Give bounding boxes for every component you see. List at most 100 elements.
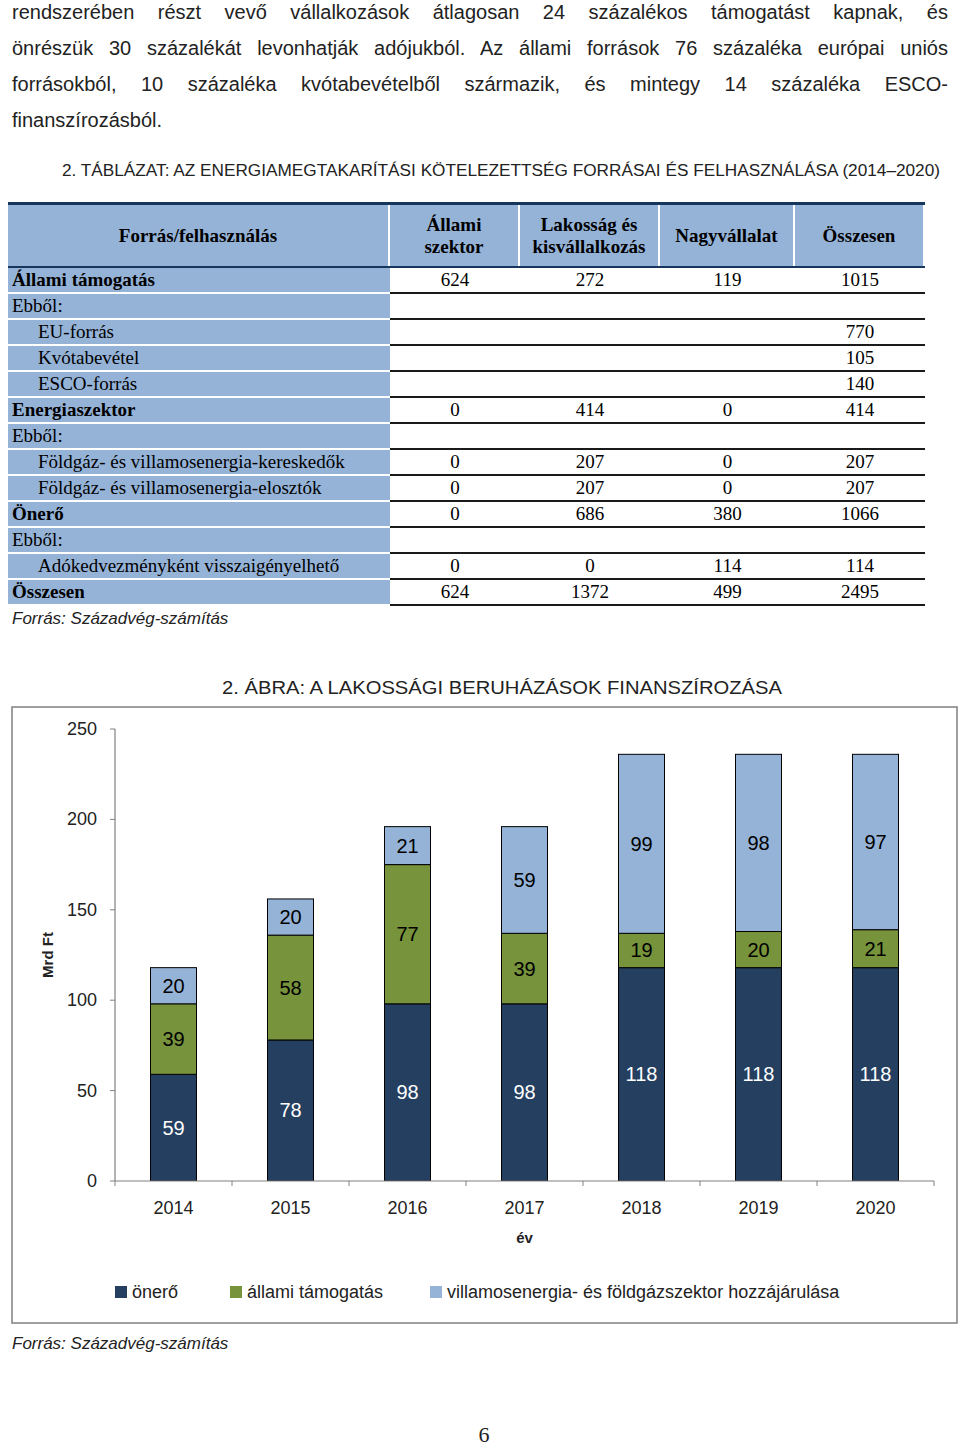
- y-tick-label: 50: [77, 1081, 97, 1101]
- x-tick: [232, 1181, 233, 1186]
- data-label: 39: [162, 1028, 184, 1050]
- table-cell: [390, 424, 520, 450]
- table-cell: 414: [520, 398, 660, 424]
- table-cell: [390, 294, 520, 320]
- x-tick: [349, 1181, 350, 1186]
- table-header-cell: Állami szektor: [390, 205, 520, 267]
- table-cell: [390, 528, 520, 554]
- paragraph-line: finanszírozásból.: [12, 102, 948, 138]
- x-tick-label: 2016: [387, 1198, 427, 1218]
- y-tick: [110, 1000, 115, 1001]
- table-row-label: Ebből:: [8, 424, 390, 450]
- bar-segment: [853, 968, 899, 1181]
- page-body: 2. TÁBLÁZAT: AZ ENERGIAMEGTAKARÍTÁSI KÖT…: [0, 0, 960, 1447]
- legend-swatch: [230, 1286, 242, 1298]
- data-label: 20: [747, 939, 769, 961]
- x-tick: [817, 1181, 818, 1186]
- data-label: 20: [162, 975, 184, 997]
- table-header-cell: Összesen: [795, 205, 925, 267]
- data-label: 58: [279, 977, 301, 999]
- y-tick: [110, 1181, 115, 1182]
- x-tick-label: 2015: [270, 1198, 310, 1218]
- x-axis-title: év: [516, 1229, 533, 1246]
- x-tick: [466, 1181, 467, 1186]
- x-tick-label: 2014: [153, 1198, 193, 1218]
- table-cell: [390, 346, 520, 372]
- bar-segment: [853, 754, 899, 929]
- table-cell: 114: [795, 554, 925, 580]
- bar-segment: [736, 931, 782, 967]
- x-tick-label: 2018: [621, 1198, 661, 1218]
- table-cell: 2495: [795, 580, 925, 606]
- data-label: 118: [860, 1063, 892, 1085]
- table-cell: 207: [520, 450, 660, 476]
- table-header-cell: Nagyvállalat: [660, 205, 795, 267]
- table-cell: 1066: [795, 502, 925, 528]
- bar-segment: [151, 1004, 197, 1075]
- table-cell: 0: [660, 450, 795, 476]
- legend-swatch: [430, 1286, 442, 1298]
- table-cell: 624: [390, 268, 520, 294]
- y-tick-label: 250: [67, 719, 97, 739]
- table-row-label: ESCO-forrás: [8, 372, 390, 398]
- bar-segment: [385, 1004, 431, 1181]
- y-tick: [110, 1090, 115, 1091]
- bar-segment: [502, 827, 548, 934]
- table-cell: 0: [390, 450, 520, 476]
- table-row-label: Földgáz- és villamosenergia-elosztók: [8, 476, 390, 502]
- table-header-text: Állami szektor: [409, 214, 499, 258]
- x-tick: [115, 1181, 116, 1186]
- table-cell: 0: [390, 502, 520, 528]
- data-label: 99: [630, 833, 652, 855]
- data-label: 20: [279, 906, 301, 928]
- page: 2. TÁBLÁZAT: AZ ENERGIAMEGTAKARÍTÁSI KÖT…: [0, 0, 960, 1447]
- data-label: 77: [396, 923, 418, 945]
- table-cell: 207: [795, 450, 925, 476]
- table-cell: [520, 372, 660, 398]
- table-cell: [660, 294, 795, 320]
- y-tick-label: 100: [67, 990, 97, 1010]
- x-tick-label: 2019: [738, 1198, 778, 1218]
- table-row-label: Földgáz- és villamosenergia-kereskedők: [8, 450, 390, 476]
- table-cell: 624: [390, 580, 520, 606]
- y-tick-label: 150: [67, 900, 97, 920]
- table-cell: 380: [660, 502, 795, 528]
- data-labels: 5978989811811811839587739192021202021599…: [162, 831, 891, 1139]
- data-label: 21: [864, 938, 886, 960]
- y-tick-label: 0: [87, 1171, 97, 1191]
- table-cell: [520, 294, 660, 320]
- bars: [151, 754, 899, 1181]
- chart-title: 2. ÁBRA: A LAKOSSÁGI BERUHÁZÁSOK FINANSZ…: [222, 678, 782, 698]
- y-tick: [110, 909, 115, 910]
- table-header-cell: Forrás/felhasználás: [8, 205, 390, 267]
- y-axis-title: Mrd Ft: [39, 932, 56, 978]
- page-number: 6: [460, 1422, 508, 1447]
- table-cell: [795, 424, 925, 450]
- data-label: 39: [513, 958, 535, 980]
- bar-segment: [385, 865, 431, 1004]
- legend-swatch: [115, 1286, 127, 1298]
- bar-segment: [385, 827, 431, 865]
- table-cell: 140: [795, 372, 925, 398]
- y-axis: [114, 729, 115, 1181]
- paragraph-line: rendszerében részt vevő vállalkozások át…: [12, 0, 948, 30]
- data-label: 98: [513, 1081, 535, 1103]
- x-tick-label: 2017: [504, 1198, 544, 1218]
- data-label: 118: [626, 1063, 658, 1085]
- table-cell: 114: [660, 554, 795, 580]
- chart-frame: [12, 707, 957, 1323]
- legend-label: állami támogatás: [247, 1282, 383, 1302]
- table-row-label: Állami támogatás: [8, 268, 390, 294]
- data-label: 98: [747, 832, 769, 854]
- table-cell: 770: [795, 320, 925, 346]
- table-header-text: Nagyvállalat: [675, 225, 777, 247]
- table-row-label: Adókedvezményként visszaigényelhető: [8, 554, 390, 580]
- data-label: 21: [396, 835, 418, 857]
- paragraph-line: önrészük 30 százalékát levonhatják adóju…: [12, 30, 948, 66]
- bar-segment: [619, 933, 665, 967]
- table-row-label: Kvótabevétel: [8, 346, 390, 372]
- table-cell: [520, 528, 660, 554]
- table-cell: 207: [795, 476, 925, 502]
- bar-segment: [268, 899, 314, 935]
- bar-segment: [619, 968, 665, 1181]
